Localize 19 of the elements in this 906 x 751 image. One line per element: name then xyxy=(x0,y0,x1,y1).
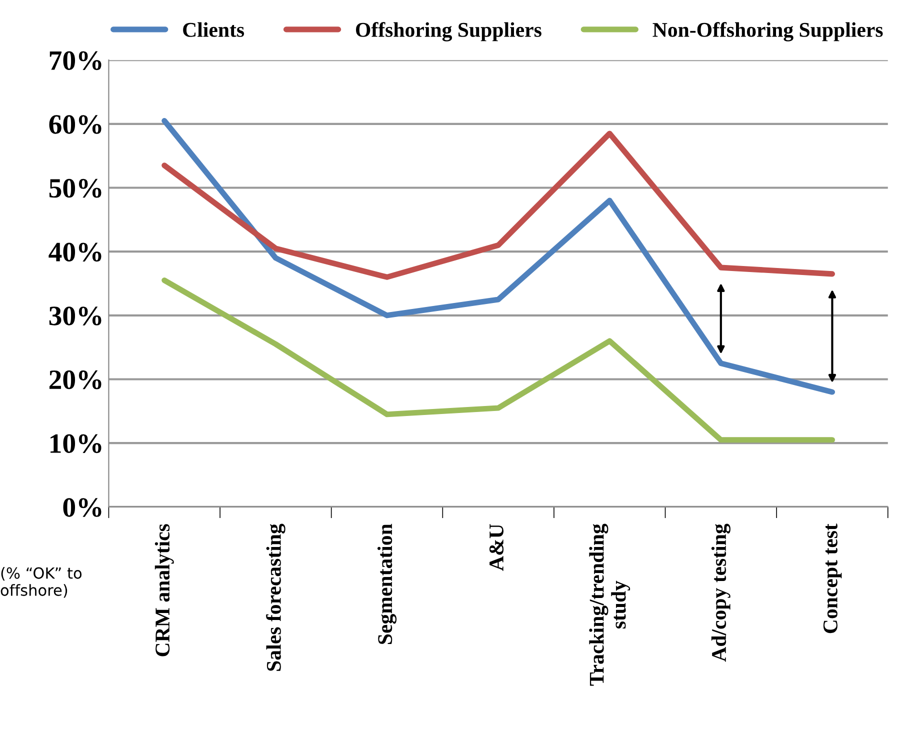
y-tick-label: 10% xyxy=(50,434,102,454)
y-tick-label: 60% xyxy=(49,115,102,134)
legend-label: Offshoring Suppliers xyxy=(356,22,542,42)
x-tick-label: CRM analytics xyxy=(154,524,174,656)
y-tick-label: 50% xyxy=(49,178,102,198)
y-tick-label: 70% xyxy=(50,51,102,70)
x-tick-label: Tracking/trending study xyxy=(589,524,630,686)
legend-label: Clients xyxy=(183,22,244,37)
y-tick-label: 40% xyxy=(48,242,102,262)
x-tick-label: Sales forecasting xyxy=(266,524,286,671)
x-tick-label: Concept test xyxy=(823,524,842,634)
x-tick-label: A&U xyxy=(489,524,504,571)
text: (% “OK” to offshore) xyxy=(0,567,82,598)
x-tick-label: Ad/copy testing xyxy=(711,524,730,662)
y-tick-label: 20% xyxy=(49,370,102,390)
y-tick-label: 30% xyxy=(49,306,102,326)
y-tick-label: 0% xyxy=(63,498,102,517)
x-tick-label: Segmentation xyxy=(377,524,397,644)
legend-label: Non-Offshoring Suppliers xyxy=(652,22,883,42)
